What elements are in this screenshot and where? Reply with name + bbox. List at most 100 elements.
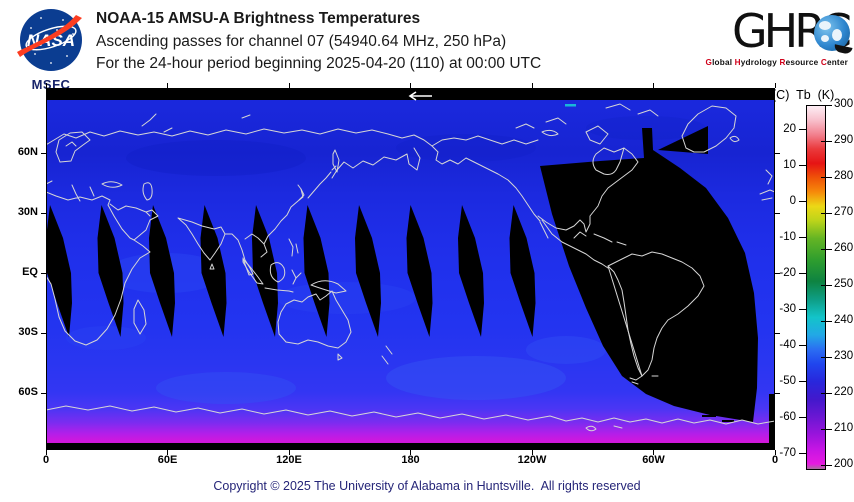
lat-tick-right	[775, 392, 780, 394]
lat-tick-right	[775, 272, 780, 274]
lon-tick-bottom	[45, 450, 47, 455]
lat-tick-right	[775, 212, 780, 214]
copyright-notice: Copyright © 2025 The University of Alaba…	[213, 479, 641, 493]
no-data-right-edge	[769, 394, 775, 443]
lat-tick-right	[775, 152, 780, 154]
celsius-label: -70	[779, 446, 796, 459]
lon-label: 0	[42, 454, 50, 466]
celsius-label: 0	[789, 194, 796, 207]
lat-tick-left	[41, 272, 46, 274]
lon-tick-top	[774, 83, 776, 88]
subtitle-period: For the 24-hour period beginning 2025-04…	[96, 55, 542, 72]
lon-label: 60W	[642, 454, 665, 466]
celsius-label: -30	[779, 302, 796, 315]
swath-gap	[97, 205, 124, 337]
lat-label: EQ	[22, 266, 38, 278]
no-data-dash	[702, 415, 716, 417]
celsius-label: -50	[779, 374, 796, 387]
swath-gap	[509, 205, 536, 337]
kelvin-label: 220	[834, 386, 854, 398]
no-data-band-north	[46, 88, 775, 100]
kelvin-tick	[821, 140, 832, 142]
kelvin-label: 270	[834, 206, 854, 218]
kelvin-tick	[821, 248, 832, 250]
lon-tick-bottom	[288, 450, 290, 455]
kelvin-label: 290	[834, 134, 854, 146]
swath-gap	[46, 205, 72, 337]
brightness-temperature-map	[46, 88, 775, 450]
kelvin-tick	[821, 320, 832, 322]
lon-tick-bottom	[410, 450, 411, 455]
map-frame	[46, 88, 775, 450]
celsius-tick	[799, 273, 807, 275]
lon-tick-bottom	[167, 450, 168, 455]
lon-label: 60E	[157, 454, 178, 466]
lon-label: 120E	[276, 454, 302, 466]
swath-gap	[200, 205, 227, 337]
tagline-segment: esource	[785, 58, 821, 67]
lat-label: 60N	[17, 146, 38, 158]
kelvin-label: 210	[834, 422, 854, 434]
swath-gap	[406, 205, 433, 337]
kelvin-tick	[821, 176, 832, 178]
ghrc-tagline: Global Hydrology Resource Center	[680, 58, 848, 67]
ghrc-logo: G H R C Global Hydrology Resource Center	[680, 6, 853, 67]
coastlines	[46, 103, 775, 432]
lon-tick-top	[45, 83, 47, 88]
kelvin-tick	[821, 392, 832, 394]
kelvin-tick	[821, 284, 832, 286]
swath-gap	[458, 205, 484, 337]
lon-tick-top	[167, 83, 168, 88]
tagline-segment: R	[779, 58, 786, 67]
celsius-tick	[799, 309, 807, 311]
kelvin-tick	[821, 428, 832, 430]
kelvin-tick	[821, 356, 832, 358]
colorbar-header: (C) Tb (K)	[772, 88, 835, 102]
lat-label: 30S	[18, 326, 38, 338]
lat-tick-left	[41, 332, 46, 334]
tagline-segment: G	[705, 58, 713, 67]
kelvin-label: 200	[834, 458, 854, 470]
celsius-tick	[799, 417, 807, 419]
pass-start-arrow	[408, 91, 432, 101]
kelvin-label: 240	[834, 314, 854, 326]
kelvin-label: 300	[834, 98, 854, 110]
celsius-label: 10	[783, 158, 796, 171]
celsius-label: -40	[779, 338, 796, 351]
no-data-region-atlantic	[540, 128, 758, 422]
lon-tick-top	[288, 83, 290, 88]
tagline-segment: ydrology	[740, 58, 780, 67]
celsius-tick	[799, 453, 807, 455]
celsius-label: -60	[779, 410, 796, 423]
tagline-segment: H	[734, 58, 741, 67]
lat-tick-right	[775, 332, 780, 334]
celsius-tick	[799, 381, 807, 383]
celsius-tick	[799, 165, 807, 167]
celsius-label: -10	[779, 230, 796, 243]
swath-gap	[149, 205, 175, 337]
celsius-tick	[799, 201, 807, 203]
nasa-insignia-icon: NASA	[17, 9, 82, 71]
lat-tick-left	[41, 212, 46, 214]
tagline-segment: enter	[826, 58, 848, 67]
nasa-logo: NASA MSFC	[12, 8, 90, 92]
lat-label: 30N	[17, 206, 38, 218]
tagline-segment: C	[820, 58, 827, 67]
globe-icon	[814, 15, 850, 51]
lon-tick-top	[410, 83, 411, 88]
lat-label: 60S	[18, 386, 38, 398]
kelvin-tick	[821, 464, 832, 466]
celsius-tick	[799, 237, 807, 239]
lon-label: 180	[401, 454, 420, 466]
subtitle-channel: Ascending passes for channel 07 (54940.6…	[96, 32, 507, 50]
celsius-tick	[799, 345, 807, 347]
celsius-label: 20	[783, 122, 796, 135]
no-data-dash	[722, 420, 734, 422]
lon-label: 0	[771, 454, 779, 466]
swath-gap	[303, 205, 330, 337]
kelvin-label: 260	[834, 242, 854, 254]
lon-label: 120W	[517, 454, 547, 466]
kelvin-label: 250	[834, 278, 854, 290]
tagline-segment: lobal	[712, 58, 735, 67]
